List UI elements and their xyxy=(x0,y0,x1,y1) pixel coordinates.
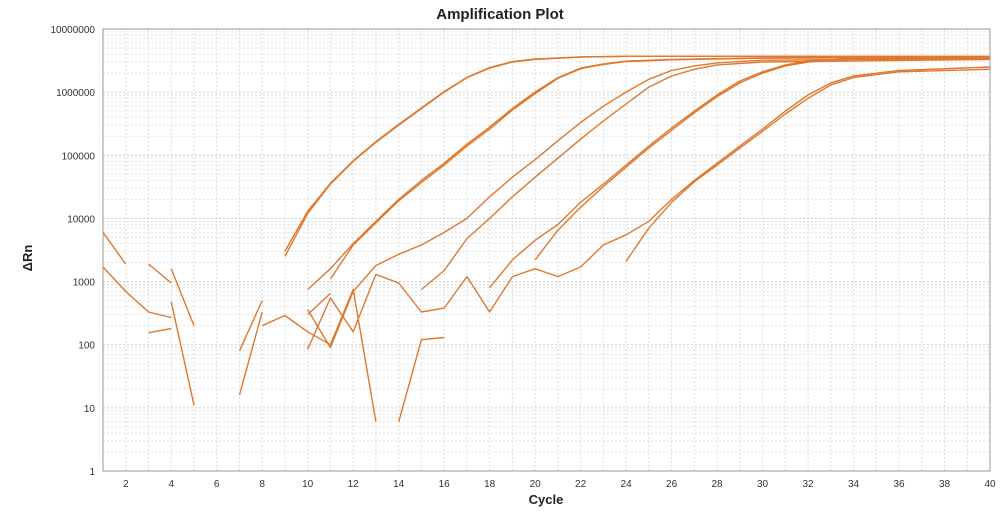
x-tick-label: 40 xyxy=(984,479,996,490)
amplification-curve xyxy=(625,68,991,262)
plot-frame xyxy=(102,28,991,472)
y-tick-label: 10000 xyxy=(67,214,95,225)
amplification-curve xyxy=(329,56,991,280)
x-tick-label: 8 xyxy=(259,479,265,490)
x-tick-label: 20 xyxy=(530,479,542,490)
series-lines xyxy=(102,55,991,423)
amplification-curve xyxy=(148,327,172,334)
amplification-curve xyxy=(307,274,377,350)
y-tick-label: 10000000 xyxy=(51,25,96,36)
x-tick-label: 32 xyxy=(802,479,814,490)
x-tick-label: 2 xyxy=(123,479,129,490)
amplification-curve xyxy=(534,56,991,261)
chart-title: Amplification Plot xyxy=(436,6,564,23)
x-tick-label: 12 xyxy=(348,479,360,490)
x-tick-label: 16 xyxy=(439,479,451,490)
x-tick-label: 38 xyxy=(939,479,951,490)
tick-labels: 2 4 6 8 10 12 14 16 18 20 22 24 26 28 30 32 34 36 38 401101… xyxy=(51,25,996,490)
y-tick-label: 100 xyxy=(78,341,95,352)
x-tick-label: 6 xyxy=(214,479,220,490)
amplification-curve xyxy=(238,300,263,352)
amplification-curve xyxy=(489,56,991,289)
grid xyxy=(103,29,990,472)
amplification-curve xyxy=(102,266,172,319)
x-tick-label: 24 xyxy=(621,479,633,490)
amplification-curve xyxy=(398,336,445,423)
y-tick-label: 1 xyxy=(89,467,95,478)
x-tick-label: 34 xyxy=(848,479,860,490)
amplification-curve xyxy=(352,57,991,292)
y-tick-label: 1000000 xyxy=(56,88,95,99)
amplification-curve xyxy=(284,55,991,252)
x-tick-label: 28 xyxy=(712,479,724,490)
x-tick-label: 22 xyxy=(575,479,587,490)
amplification-curve xyxy=(170,268,195,326)
amplification-curve xyxy=(148,263,172,284)
amplification-curve xyxy=(102,231,127,265)
amplification-curve xyxy=(238,311,263,396)
amplification-curve xyxy=(307,291,354,349)
amplification-curve xyxy=(170,301,195,406)
x-tick-label: 26 xyxy=(666,479,678,490)
amplification-curve xyxy=(261,288,377,423)
y-tick-label: 100000 xyxy=(62,151,96,162)
x-tick-label: 36 xyxy=(893,479,905,490)
x-tick-label: 30 xyxy=(757,479,769,490)
y-axis-label: ΔRn xyxy=(20,245,35,272)
amplification-curve xyxy=(375,66,991,313)
y-tick-label: 1000 xyxy=(73,278,96,289)
x-tick-label: 14 xyxy=(393,479,405,490)
x-tick-label: 18 xyxy=(484,479,496,490)
y-tick-label: 10 xyxy=(84,404,96,415)
x-tick-label: 4 xyxy=(168,479,174,490)
x-axis-label: Cycle xyxy=(529,492,564,507)
amplification-curve xyxy=(307,292,331,316)
amplification-curve xyxy=(420,58,991,291)
x-tick-label: 10 xyxy=(302,479,314,490)
